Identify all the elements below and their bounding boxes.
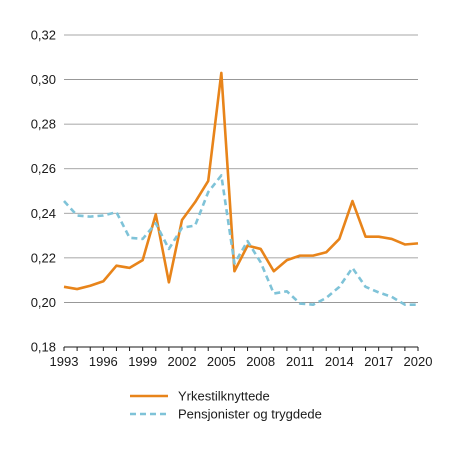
y-tick-label: 0,30	[31, 72, 56, 87]
x-tick-label: 1993	[50, 354, 79, 369]
legend-label: Pensjonister og trygdede	[178, 407, 322, 422]
y-tick-label: 0,32	[31, 28, 56, 43]
x-tick-label: 2020	[404, 354, 433, 369]
y-axis-tick-labels: 0,18 0,20 0,22 0,24 0,26 0,28 0,30 0,32	[31, 28, 56, 355]
x-tick-label: 2005	[207, 354, 236, 369]
x-tick-label: 1999	[128, 354, 157, 369]
legend-label: Yrkestilknyttede	[178, 389, 270, 404]
series-lines	[63, 71, 419, 306]
y-tick-label: 0,18	[31, 340, 56, 355]
x-tick-label: 2014	[325, 354, 354, 369]
x-tick-label: 2008	[246, 354, 275, 369]
x-tick-label: 2011	[286, 354, 314, 369]
x-axis-tick-labels: 1993 1996 1999 2002 2005 2008 2011 2014 2017 2020	[50, 354, 433, 369]
y-tick-label: 0,28	[31, 117, 56, 132]
y-tick-label: 0,24	[31, 206, 56, 221]
x-axis	[63, 346, 419, 351]
legend: Yrkestilknyttede Pensjonister og trygdede	[130, 389, 322, 422]
x-tick-label: 2017	[364, 354, 393, 369]
series-line-pensjonister-og-trygdede	[63, 174, 418, 306]
x-tick-label: 2002	[168, 354, 197, 369]
x-tick-label: 1996	[89, 354, 118, 369]
y-tick-label: 0,26	[31, 161, 56, 176]
y-tick-label: 0,22	[31, 250, 56, 265]
grid-lines	[64, 34, 418, 303]
y-tick-label: 0,20	[31, 295, 56, 310]
series-line-yrkestilknyttede	[63, 71, 419, 291]
